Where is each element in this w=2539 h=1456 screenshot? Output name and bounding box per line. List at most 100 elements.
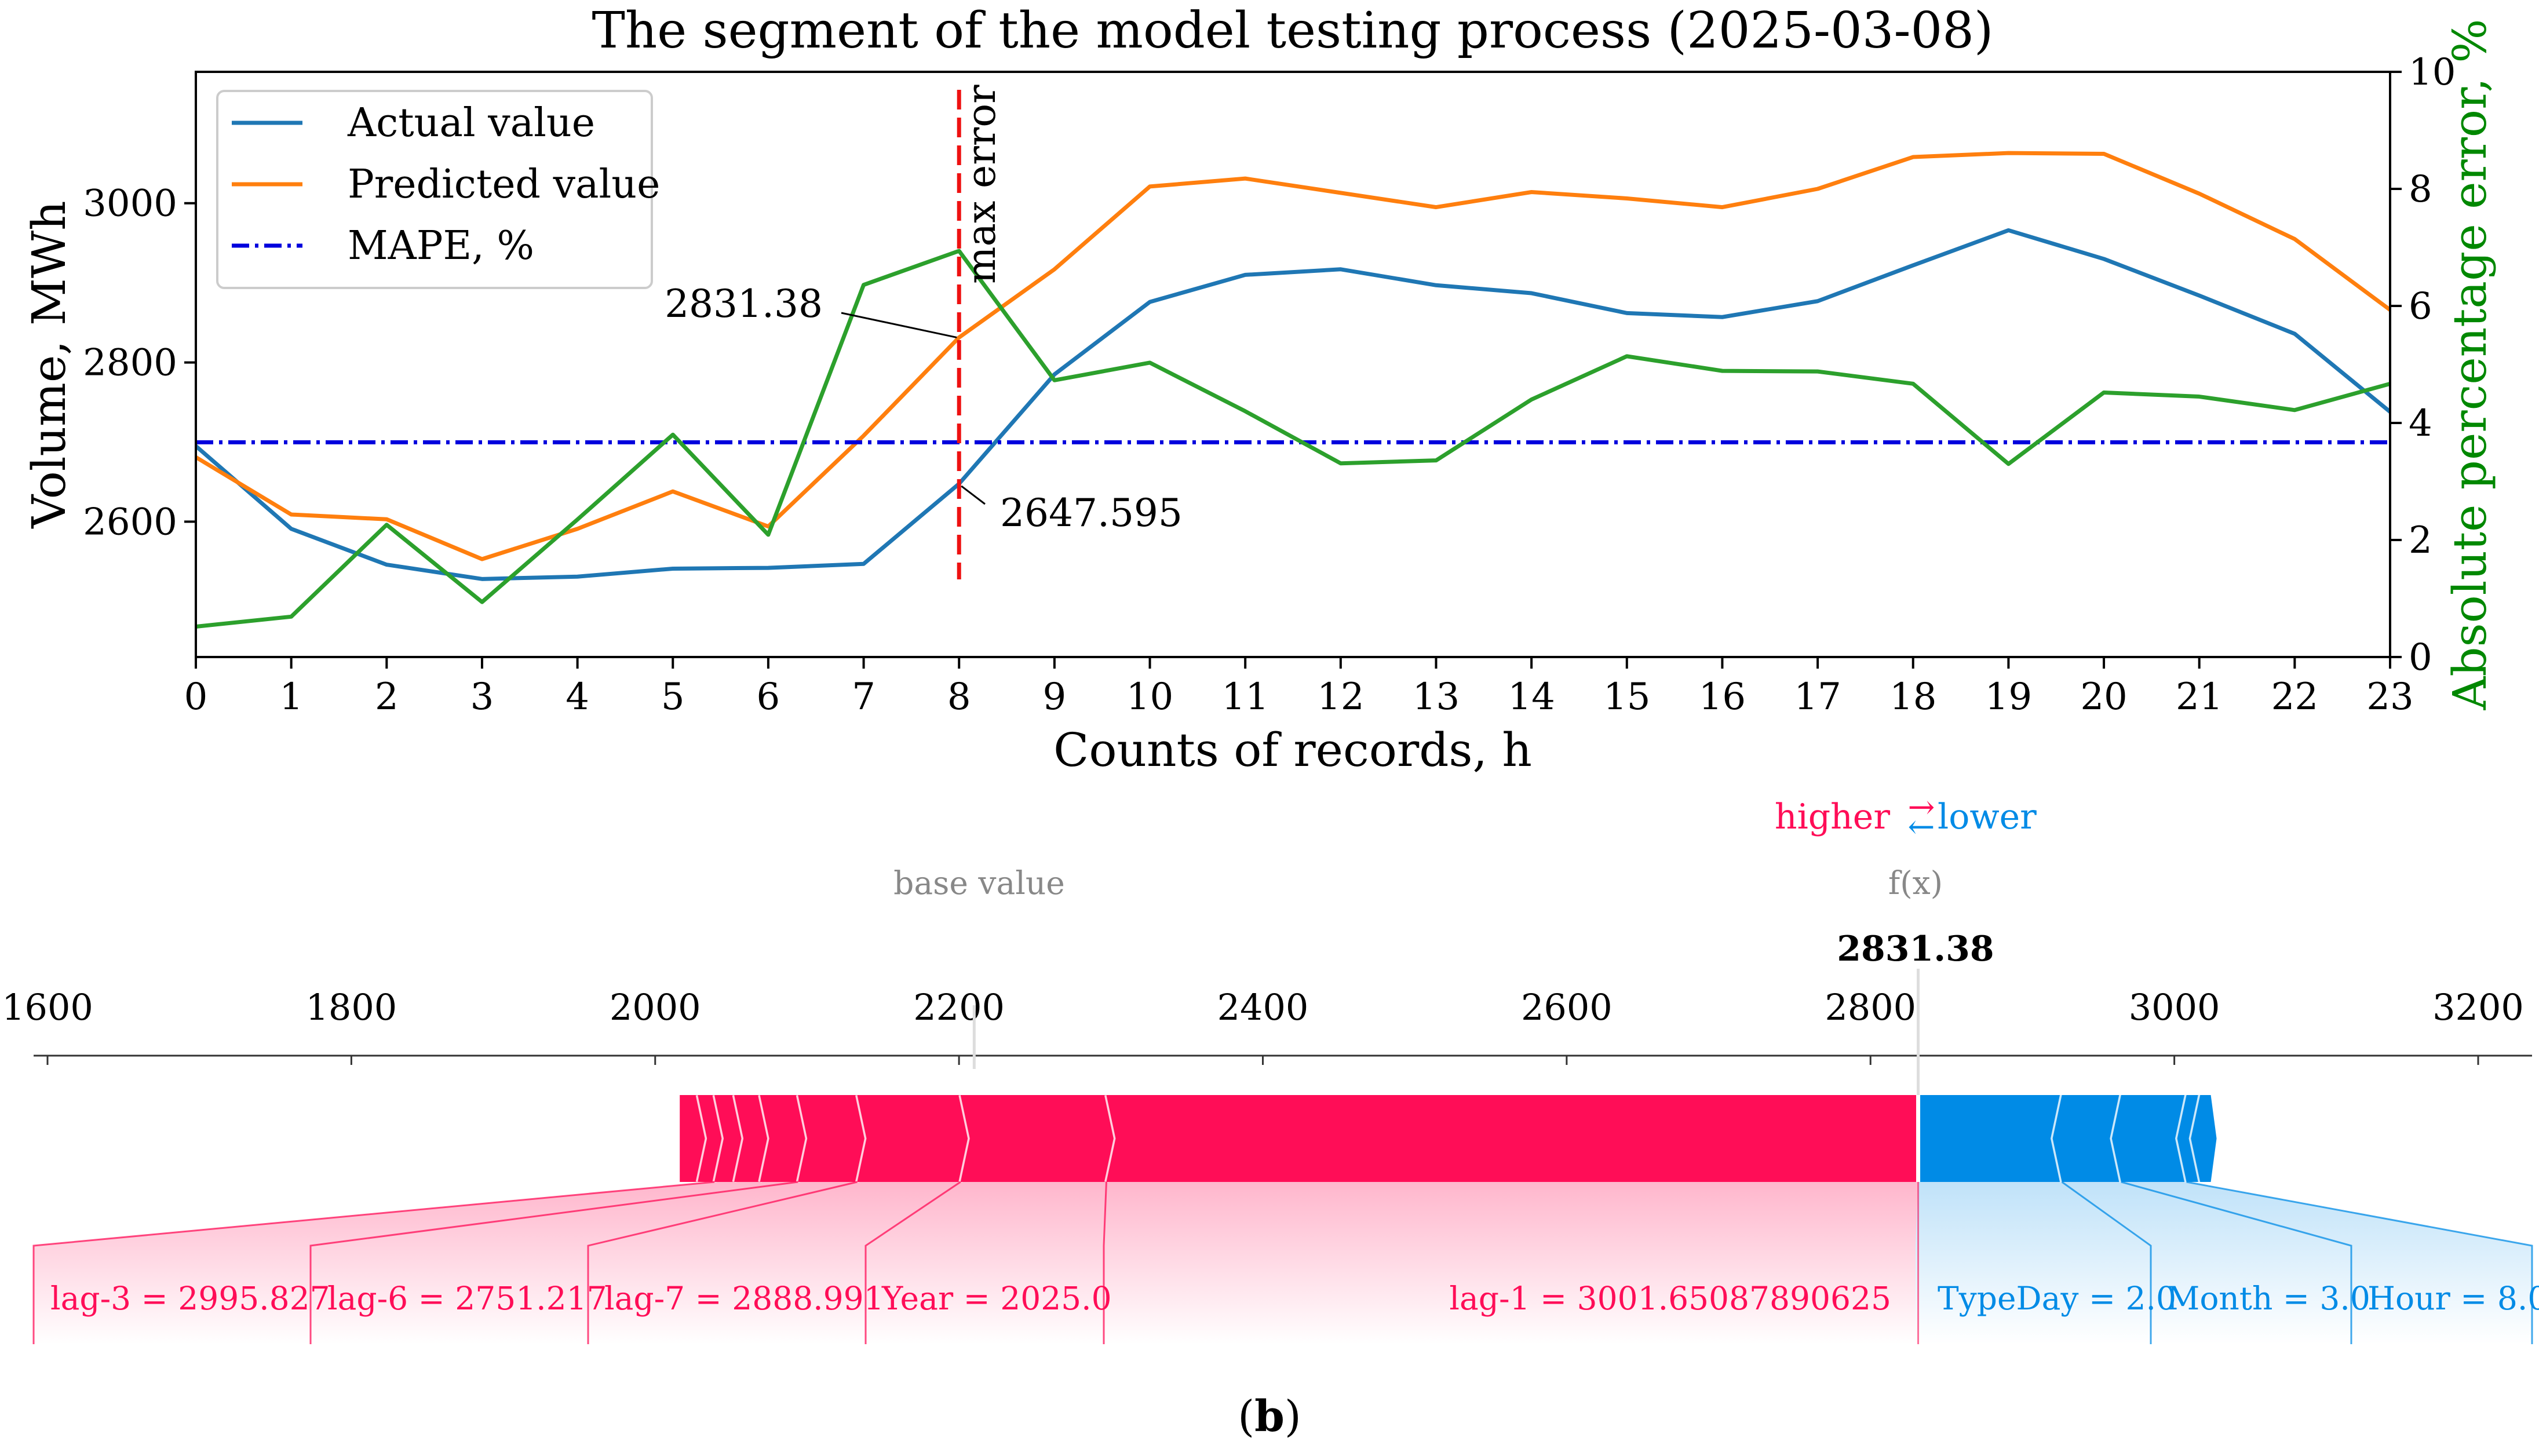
- x-tick-label: 9: [1043, 676, 1067, 718]
- connector-line-positive: [32, 1181, 715, 1344]
- x-tick-label: 13: [1413, 676, 1460, 718]
- lower-label: lower: [1938, 797, 2037, 837]
- connector-line-negative: [2121, 1181, 2352, 1344]
- y2-axis-label: Absolute percentage error, %: [2443, 19, 2497, 711]
- x-tick-label: 10: [1126, 676, 1173, 718]
- legend-label-actual: Actual value: [347, 100, 595, 146]
- connector-line-positive: [309, 1181, 798, 1344]
- force-tick-label: 1800: [305, 986, 397, 1028]
- force-segment-negative: [1918, 1095, 2062, 1182]
- y2-tick-label: 8: [2409, 168, 2432, 211]
- feature-label-lag-7: lag-7 = 2888.991: [604, 1280, 884, 1317]
- legend-box: [216, 90, 653, 289]
- force-segment-negative: [2111, 1095, 2187, 1182]
- connector-fill-positive: [1104, 1182, 1918, 1344]
- connector-line-negative: [2186, 1181, 2533, 1344]
- legend-entry-mape: MAPE, %: [232, 223, 534, 269]
- y-tick-label: 2800: [83, 342, 177, 385]
- x-tick-label: 7: [852, 676, 875, 718]
- feature-label-year: Year = 2025.0: [881, 1280, 1112, 1317]
- x-tick-label: 23: [2366, 676, 2413, 718]
- series-line-actual-value: [196, 228, 2390, 581]
- x-tick-label: 5: [661, 676, 685, 718]
- legend-label-mape: MAPE, %: [348, 223, 534, 269]
- x-tick-label: 20: [2080, 676, 2127, 718]
- x-tick-label: 16: [1699, 676, 1746, 718]
- arrow-left-icon: ←: [1908, 808, 1935, 846]
- force-segment-positive: [798, 1095, 867, 1182]
- fx-value-label: 2831.38: [1837, 929, 1994, 969]
- y2-tick-label: 6: [2409, 285, 2432, 328]
- x-tick-label: 18: [1889, 676, 1936, 718]
- x-tick-label: 22: [2271, 676, 2318, 718]
- force-tick-label: 2200: [913, 986, 1005, 1028]
- force-label-fills: [34, 1182, 2532, 1344]
- x-axis-label: Counts of records, h: [1053, 723, 1532, 777]
- x-axis-ticks: 0 1 2 3 4 5 6 7 8 9 10 11 12 13 14 15 16 17 18 19 20 21 22 23: [184, 657, 2414, 718]
- force-segment-negative: [2052, 1095, 2121, 1182]
- x-tick-label: 21: [2176, 676, 2223, 718]
- base-value-label: base value: [893, 864, 1065, 902]
- y2-tick-label: 10: [2409, 51, 2456, 94]
- actual-annotation-pointer: [961, 485, 986, 505]
- connector-fill-negative: [2121, 1182, 2532, 1344]
- force-tick-label: 3000: [2129, 986, 2220, 1028]
- legend-label-predicted: Predicted value: [348, 162, 660, 207]
- chart-legend: Actual value Predicted value MAPE, %: [216, 90, 660, 289]
- predicted-annotation-label: 2831.38: [665, 282, 823, 326]
- series-layer: [196, 151, 2390, 629]
- x-tick-label: 17: [1794, 676, 1841, 718]
- series-line-absolute-percentage-error: [196, 249, 2390, 629]
- feature-label-lag-6: lag-6 = 2751.217: [327, 1280, 607, 1317]
- force-segment-positive: [857, 1095, 970, 1182]
- x-tick-label: 2: [375, 676, 399, 718]
- chart-title: The segment of the model testing process…: [592, 2, 1993, 60]
- x-tick-label: 6: [757, 676, 780, 718]
- x-tick-label: 0: [184, 676, 208, 718]
- y2-tick-label: 4: [2409, 402, 2432, 445]
- timeseries-chart: The segment of the model testing process…: [22, 2, 2497, 777]
- force-connectors: [32, 1181, 2533, 1344]
- max-error-label: max error: [959, 85, 1005, 284]
- y-tick-label: 3000: [83, 183, 177, 225]
- predicted-annotation-pointer: [841, 312, 957, 338]
- connector-fill-positive: [311, 1182, 858, 1344]
- x-tick-label: 19: [1985, 676, 2032, 718]
- plot-frame: [195, 71, 2391, 658]
- x-tick-label: 4: [566, 676, 589, 718]
- arrow-right-icon: →: [1908, 789, 1935, 826]
- y-axis-label: Volume, MWh: [22, 200, 76, 528]
- y2-axis-ticks: 0 2 4 6 8 10: [2390, 51, 2456, 679]
- force-segment-positive: [760, 1095, 808, 1182]
- fx-label: f(x): [1888, 864, 1943, 902]
- feature-label-month: Month = 3.0: [2167, 1280, 2370, 1317]
- x-tick-label: 1: [279, 676, 303, 718]
- panel-caption: (b): [1238, 1392, 1301, 1442]
- connector-fill-positive: [34, 1182, 798, 1344]
- force-legend: higher → ← lower: [1775, 789, 2037, 846]
- feature-labels: lag-3 = 2995.827 lag-6 = 2751.217 lag-7 …: [50, 1280, 2539, 1317]
- force-guides: [972, 969, 1920, 1095]
- feature-label-typeday: TypeDay = 2.0: [1938, 1280, 2176, 1317]
- connector-fill-positive: [588, 1182, 961, 1344]
- x-tick-label: 3: [470, 676, 494, 718]
- legend-entry-predicted: Predicted value: [232, 162, 660, 207]
- force-segment-positive: [714, 1095, 744, 1182]
- force-bar: [680, 1094, 2217, 1183]
- higher-label: higher: [1775, 797, 1890, 837]
- force-tick-label: 2600: [1521, 986, 1613, 1028]
- force-tick-label: 1600: [2, 986, 93, 1028]
- connector-line-positive: [587, 1181, 858, 1344]
- x-tick-label: 8: [947, 676, 971, 718]
- force-tick-label: 2400: [1217, 986, 1309, 1028]
- feature-label-lag-1: lag-1 = 3001.65087890625: [1449, 1280, 1891, 1317]
- feature-label-hour: Hour = 8.0: [2367, 1280, 2539, 1317]
- x-tick-label: 15: [1603, 676, 1650, 718]
- force-segment-positive: [734, 1095, 769, 1182]
- connector-line-positive: [1103, 1181, 1107, 1344]
- y-axis-ticks: 2600 2800 3000: [83, 183, 196, 543]
- force-axis-ticks: 1600 1800 2000 2200 2400 2600 2800 3000 3200: [2, 986, 2524, 1065]
- legend-entry-actual: Actual value: [232, 100, 595, 146]
- y2-tick-label: 2: [2409, 519, 2432, 562]
